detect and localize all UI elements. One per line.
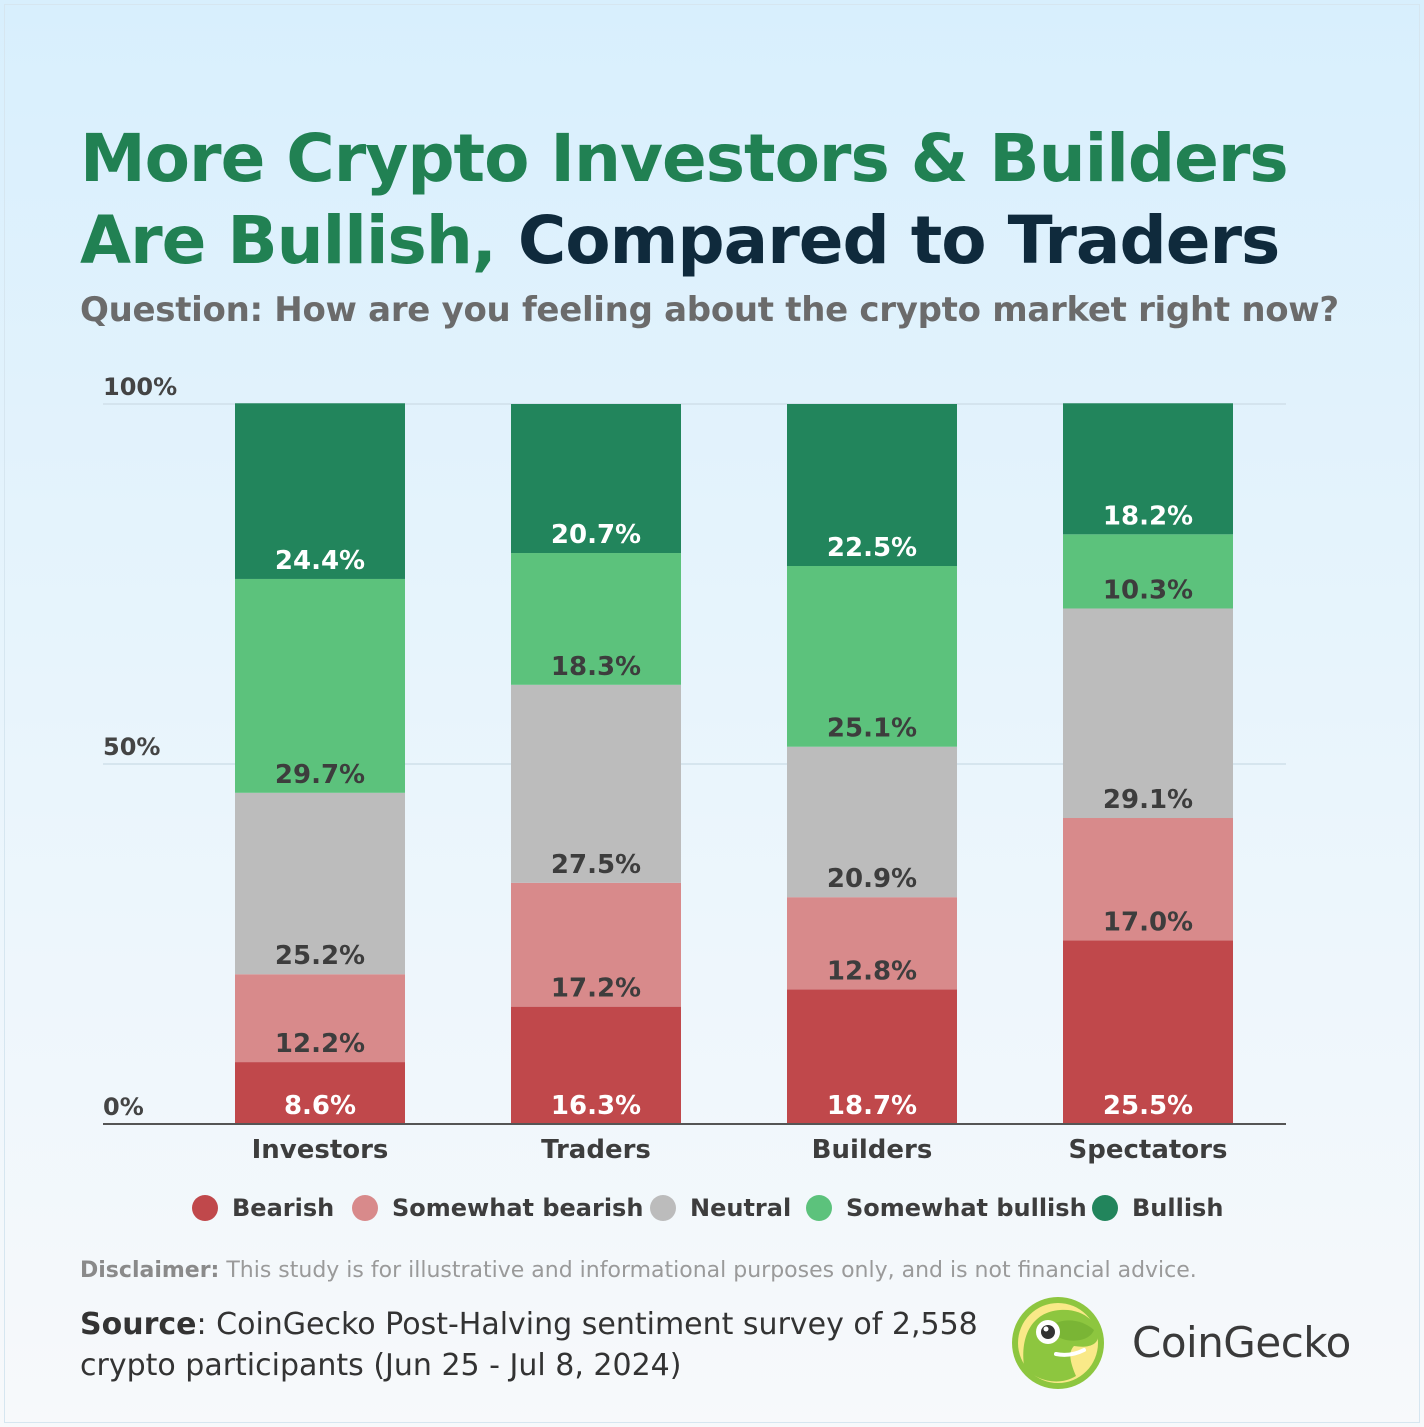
legend-label: Neutral bbox=[690, 1194, 792, 1222]
title-part-1: More Crypto Investors & Builders bbox=[80, 120, 1289, 197]
source-text: : CoinGecko Post-Halving sentiment surve… bbox=[80, 1307, 978, 1383]
legend-item-bearish: Bearish bbox=[192, 1188, 334, 1228]
title-part-2: Are Bullish, bbox=[80, 202, 497, 279]
legend-label: Bullish bbox=[1132, 1194, 1224, 1222]
chart-title: More Crypto Investors & Builders Are Bul… bbox=[80, 118, 1380, 282]
title-line-2: Are Bullish, Compared to Traders bbox=[80, 200, 1380, 282]
disclaimer: Disclaimer: This study is for illustrati… bbox=[80, 1258, 1350, 1283]
bar-segment-bullish bbox=[1063, 403, 1233, 535]
x-tick-label: Traders bbox=[541, 1135, 651, 1165]
data-label: 18.3% bbox=[551, 652, 641, 682]
legend-swatch bbox=[650, 1195, 676, 1221]
bar-segment-somewhat-bearish bbox=[1063, 818, 1233, 941]
gecko-logo-icon bbox=[1012, 1297, 1104, 1389]
bar-segment-somewhat-bullish bbox=[1063, 534, 1233, 609]
bar-segment-somewhat-bullish bbox=[787, 566, 957, 747]
coingecko-logo: CoinGecko bbox=[1010, 1296, 1370, 1392]
chart-legend: Bearish Somewhat bearish Neutral Somewhat b… bbox=[0, 1188, 1424, 1228]
bar-segment-neutral bbox=[511, 684, 681, 883]
bar-segment-somewhat-bearish bbox=[511, 882, 681, 1007]
legend-swatch bbox=[1092, 1195, 1118, 1221]
y-tick-label: 50% bbox=[103, 733, 160, 761]
disclaimer-label: Disclaimer: bbox=[80, 1258, 220, 1283]
data-label: 25.2% bbox=[275, 941, 365, 971]
bar-segment-bullish bbox=[787, 404, 957, 566]
legend-swatch bbox=[806, 1195, 832, 1221]
y-tick-label: 0% bbox=[103, 1093, 144, 1121]
data-label: 24.4% bbox=[275, 546, 365, 576]
data-label: 29.1% bbox=[1103, 785, 1193, 815]
x-tick-label: Spectators bbox=[1069, 1135, 1228, 1165]
image-frame bbox=[4, 4, 1420, 1423]
data-label: 22.5% bbox=[827, 533, 917, 563]
data-label: 25.1% bbox=[827, 714, 917, 744]
legend-swatch bbox=[352, 1195, 378, 1221]
data-label: 18.7% bbox=[827, 1091, 917, 1121]
chart-subtitle: Question: How are you feeling about the … bbox=[80, 290, 1339, 330]
legend-item-bullish: Bullish bbox=[1092, 1188, 1223, 1228]
source-label: Source bbox=[80, 1307, 197, 1342]
data-label: 18.2% bbox=[1103, 501, 1193, 531]
bar-segment-neutral bbox=[1063, 608, 1233, 818]
data-label: 29.7% bbox=[275, 760, 365, 790]
data-label: 12.8% bbox=[827, 956, 917, 986]
bar-segment-somewhat-bullish bbox=[511, 553, 681, 685]
data-label: 27.5% bbox=[551, 850, 641, 880]
bar-segment-bearish bbox=[1063, 940, 1233, 1124]
data-label: 12.2% bbox=[275, 1029, 365, 1059]
bar-segment-neutral bbox=[235, 792, 405, 975]
data-label: 20.7% bbox=[551, 520, 641, 550]
data-label: 25.5% bbox=[1103, 1091, 1193, 1121]
title-part-3: Compared to Traders bbox=[517, 202, 1280, 279]
legend-item-somewhat-bullish: Somewhat bullish bbox=[806, 1188, 1087, 1228]
bar-segment-neutral bbox=[787, 746, 957, 898]
x-tick-label: Investors bbox=[252, 1135, 389, 1165]
bar-segment-bearish bbox=[511, 1006, 681, 1124]
data-label: 10.3% bbox=[1103, 575, 1193, 605]
bar-segment-bullish bbox=[235, 403, 405, 579]
data-label: 16.3% bbox=[551, 1091, 641, 1121]
data-label: 8.6% bbox=[284, 1091, 356, 1121]
disclaimer-text: This study is for illustrative and infor… bbox=[219, 1258, 1197, 1283]
y-tick-label: 100% bbox=[103, 373, 177, 401]
bar-segment-bullish bbox=[511, 404, 681, 554]
data-label: 20.9% bbox=[827, 864, 917, 894]
legend-swatch bbox=[192, 1195, 218, 1221]
legend-label: Somewhat bullish bbox=[846, 1194, 1087, 1222]
bar-segment-somewhat-bullish bbox=[235, 578, 405, 793]
title-line-1: More Crypto Investors & Builders bbox=[80, 118, 1380, 200]
bar-segment-somewhat-bearish bbox=[787, 897, 957, 990]
bar-segment-bearish bbox=[787, 989, 957, 1124]
legend-label: Somewhat bearish bbox=[392, 1194, 644, 1222]
source-note: Source: CoinGecko Post-Halving sentiment… bbox=[80, 1304, 980, 1386]
legend-label: Bearish bbox=[232, 1194, 335, 1222]
data-label: 17.2% bbox=[551, 974, 641, 1004]
legend-item-somewhat-bearish: Somewhat bearish bbox=[352, 1188, 643, 1228]
x-tick-label: Builders bbox=[812, 1135, 933, 1165]
bar-segment-bearish bbox=[235, 1062, 405, 1124]
brand-name: CoinGecko bbox=[1132, 1318, 1351, 1367]
data-label: 17.0% bbox=[1103, 907, 1193, 937]
bar-segment-somewhat-bearish bbox=[235, 974, 405, 1063]
legend-item-neutral: Neutral bbox=[650, 1188, 791, 1228]
